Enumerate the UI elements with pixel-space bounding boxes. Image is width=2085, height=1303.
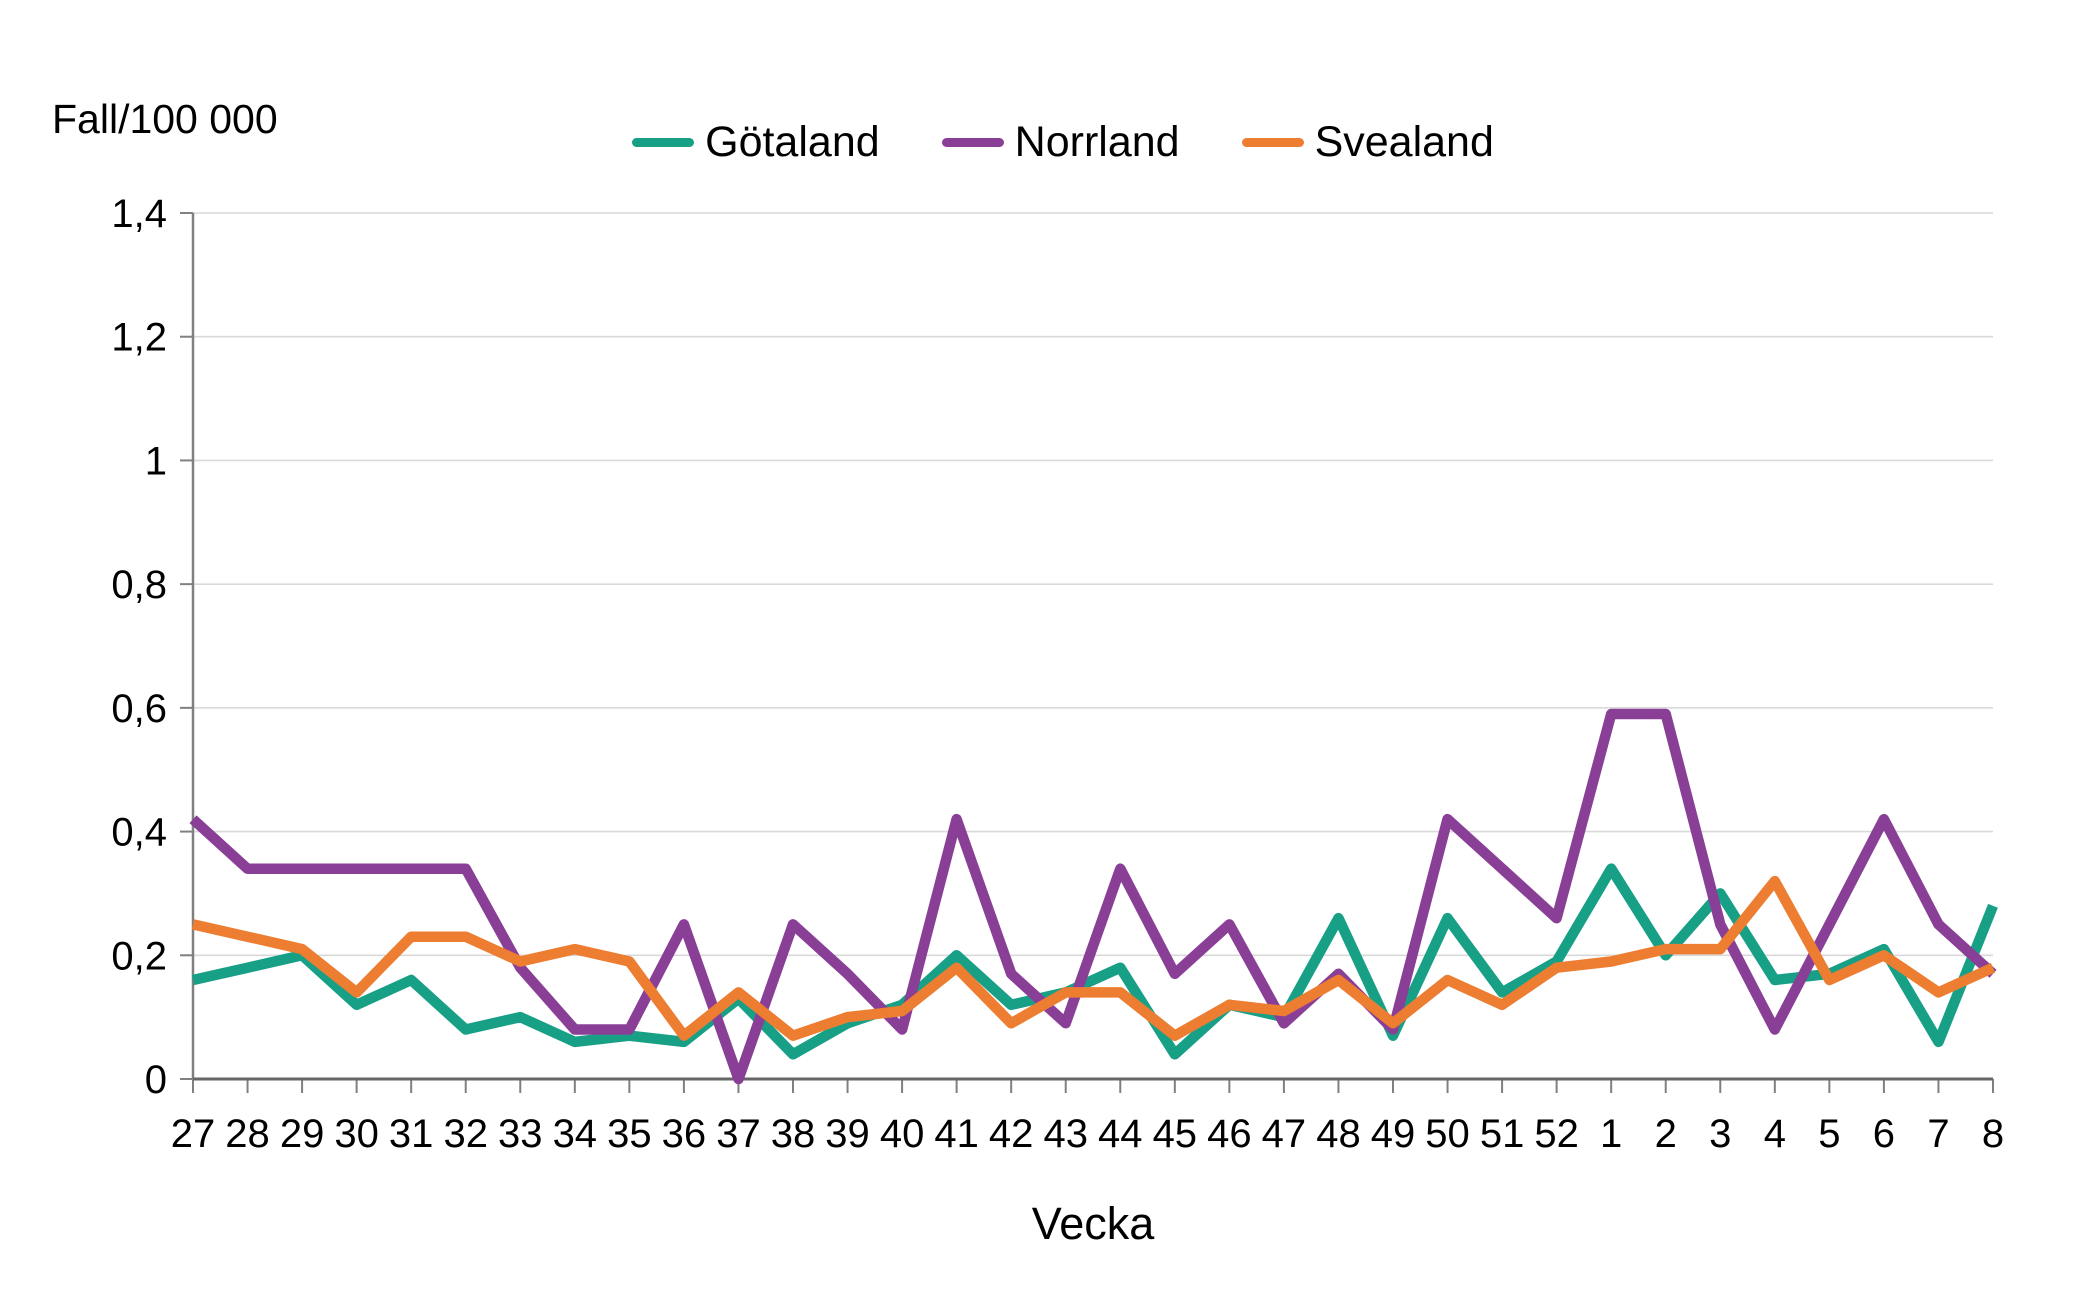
x-tick-label: 45	[1153, 1112, 1198, 1156]
y-tick-label: 0,8	[111, 563, 167, 607]
y-tick-label: 1,4	[111, 192, 167, 236]
x-tick-label: 43	[1043, 1112, 1088, 1156]
y-tick-label: 0	[145, 1058, 167, 1102]
x-tick-label: 3	[1709, 1112, 1731, 1156]
x-tick-label: 8	[1982, 1112, 2004, 1156]
legend: Götaland Norrland Svealand	[193, 118, 1933, 167]
y-tick-label: 1	[145, 439, 167, 483]
x-tick-label: 39	[825, 1112, 870, 1156]
x-tick-label: 31	[389, 1112, 434, 1156]
x-tick-label: 40	[880, 1112, 925, 1156]
legend-label-norrland: Norrland	[1014, 118, 1180, 166]
x-tick-label: 41	[934, 1112, 979, 1156]
x-tick-label: 51	[1480, 1112, 1525, 1156]
x-tick-label: 28	[225, 1112, 270, 1156]
norrland-line-swatch-icon	[941, 138, 1004, 147]
x-tick-label: 7	[1927, 1112, 1949, 1156]
x-tick-label: 42	[989, 1112, 1034, 1156]
x-tick-label: 50	[1425, 1112, 1470, 1156]
series-line-norrland	[189, 708, 1997, 1085]
x-tick-label: 48	[1316, 1112, 1361, 1156]
x-tick-label: 34	[553, 1112, 598, 1156]
x-tick-label: 52	[1534, 1112, 1579, 1156]
svealand-line-swatch-icon	[1241, 138, 1304, 147]
series-line-svealand	[191, 875, 1996, 1041]
y-tick-label: 1,2	[111, 316, 167, 360]
x-tick-label: 2	[1655, 1112, 1677, 1156]
x-tick-label: 47	[1262, 1112, 1307, 1156]
y-tick-label: 0,4	[111, 811, 167, 855]
legend-label-gotaland: Götaland	[705, 118, 880, 166]
x-tick-label: 35	[607, 1112, 652, 1156]
x-tick-label: 46	[1207, 1112, 1252, 1156]
series-line-gtaland	[191, 863, 1998, 1060]
legend-item-norrland: Norrland	[941, 118, 1180, 167]
x-tick-label: 44	[1098, 1112, 1143, 1156]
x-tick-label: 49	[1371, 1112, 1416, 1156]
x-tick-label: 4	[1764, 1112, 1786, 1156]
legend-item-svealand: Svealand	[1241, 118, 1494, 167]
x-tick-label: 37	[716, 1112, 761, 1156]
y-tick-label: 0,6	[111, 687, 167, 731]
y-tick-label: 0,2	[111, 934, 167, 978]
x-tick-label: 32	[443, 1112, 488, 1156]
y-axis-title: Fall/100 000	[52, 96, 278, 142]
legend-item-gotaland: Götaland	[632, 118, 880, 167]
x-tick-label: 29	[280, 1112, 325, 1156]
x-tick-label: 38	[771, 1112, 816, 1156]
x-tick-label: 6	[1873, 1112, 1895, 1156]
x-tick-label: 1	[1600, 1112, 1622, 1156]
x-axis-title: Vecka	[1031, 1198, 1155, 1249]
x-tick-label: 36	[662, 1112, 707, 1156]
x-tick-label: 30	[334, 1112, 379, 1156]
x-tick-label: 33	[498, 1112, 543, 1156]
x-tick-label: 27	[171, 1112, 216, 1156]
x-tick-label: 5	[1818, 1112, 1840, 1156]
gotaland-line-swatch-icon	[632, 138, 695, 147]
legend-label-svealand: Svealand	[1314, 118, 1494, 166]
